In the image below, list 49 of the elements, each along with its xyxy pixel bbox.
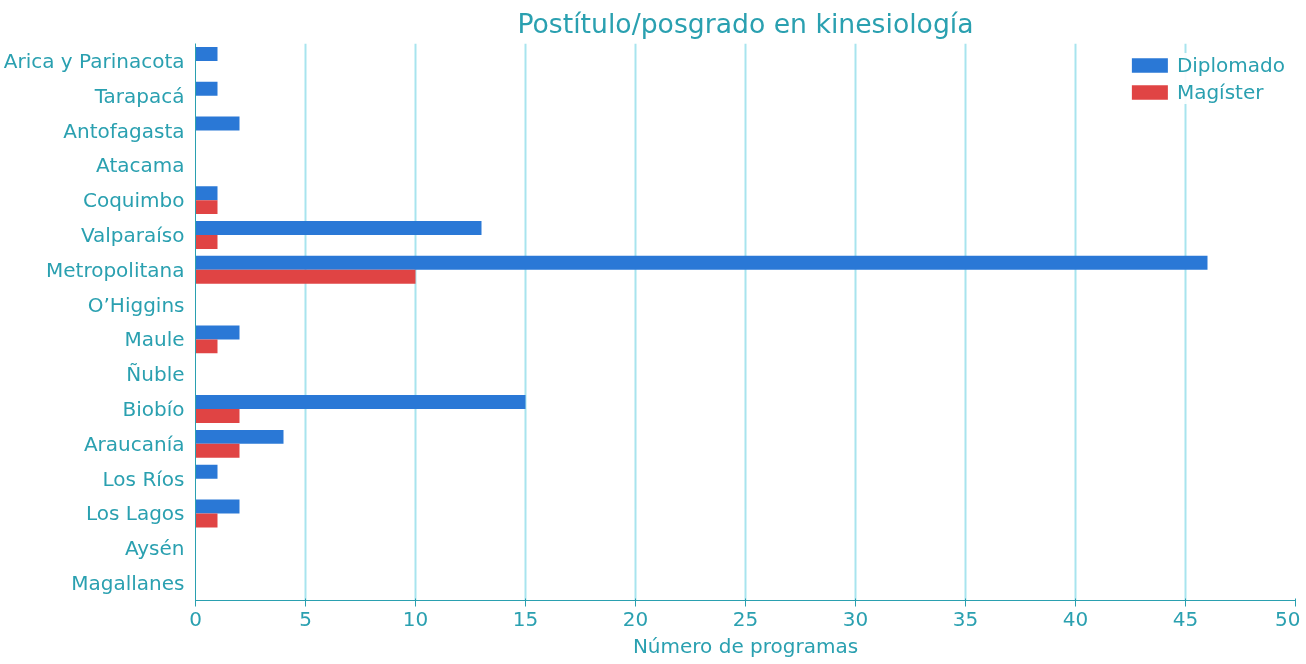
legend-label: Magíster (1176, 80, 1264, 104)
bar (195, 409, 240, 423)
y-tick-label: Araucanía (83, 431, 185, 456)
x-axis-title: Número de programas (632, 633, 859, 658)
x-tick-label: 45 (1172, 606, 1199, 631)
y-tick-label: Biobío (122, 397, 185, 422)
x-tick-label: 25 (732, 606, 759, 631)
y-tick-label: Arica y Parinacota (3, 48, 185, 73)
x-tick-label: 20 (622, 606, 649, 631)
y-tick-label: Los Lagos (85, 501, 185, 526)
x-tick-label: 0 (189, 606, 202, 631)
bar (195, 200, 218, 215)
bar (195, 221, 482, 235)
y-tick-label: Maule (124, 327, 185, 352)
y-tick-label: Antofagasta (63, 118, 185, 143)
bar (195, 443, 240, 458)
y-tick-label: Atacama (96, 153, 185, 178)
y-tick-label: Aysén (124, 536, 185, 561)
y-tick-label: Metropolitana (46, 257, 185, 282)
x-tick-label: 15 (512, 606, 539, 631)
y-tick-label: Ñuble (126, 362, 185, 387)
y-tick-label: Coquimbo (82, 188, 185, 213)
bar (195, 46, 218, 61)
chart-title: Postítulo/posgrado en kinesiología (517, 7, 974, 39)
x-tick-label: 30 (842, 606, 869, 631)
bar (195, 116, 240, 131)
y-tick-label: O’Higgins (87, 292, 185, 317)
y-tick-label: Valparaíso (80, 222, 185, 247)
bar (195, 234, 218, 249)
bar (195, 255, 1208, 270)
x-tick-label: 5 (299, 606, 312, 631)
x-tick-label: 35 (952, 606, 979, 631)
x-tick-label: 10 (402, 606, 429, 631)
bar (195, 464, 218, 479)
x-tick-label: 40 (1062, 606, 1089, 631)
x-tick-label: 50 (1275, 606, 1301, 631)
bar (195, 513, 218, 528)
bar (195, 325, 240, 340)
bar (195, 339, 218, 354)
bar (195, 269, 416, 284)
bar (195, 81, 218, 96)
legend-label: Diplomado (1176, 53, 1285, 77)
y-tick-label: Los Ríos (102, 466, 185, 491)
bar (195, 499, 240, 514)
y-tick-label: Magallanes (71, 571, 185, 596)
bar (195, 186, 218, 201)
y-tick-label: Tarapacá (93, 83, 185, 108)
bar (195, 429, 284, 444)
bar (195, 395, 526, 410)
